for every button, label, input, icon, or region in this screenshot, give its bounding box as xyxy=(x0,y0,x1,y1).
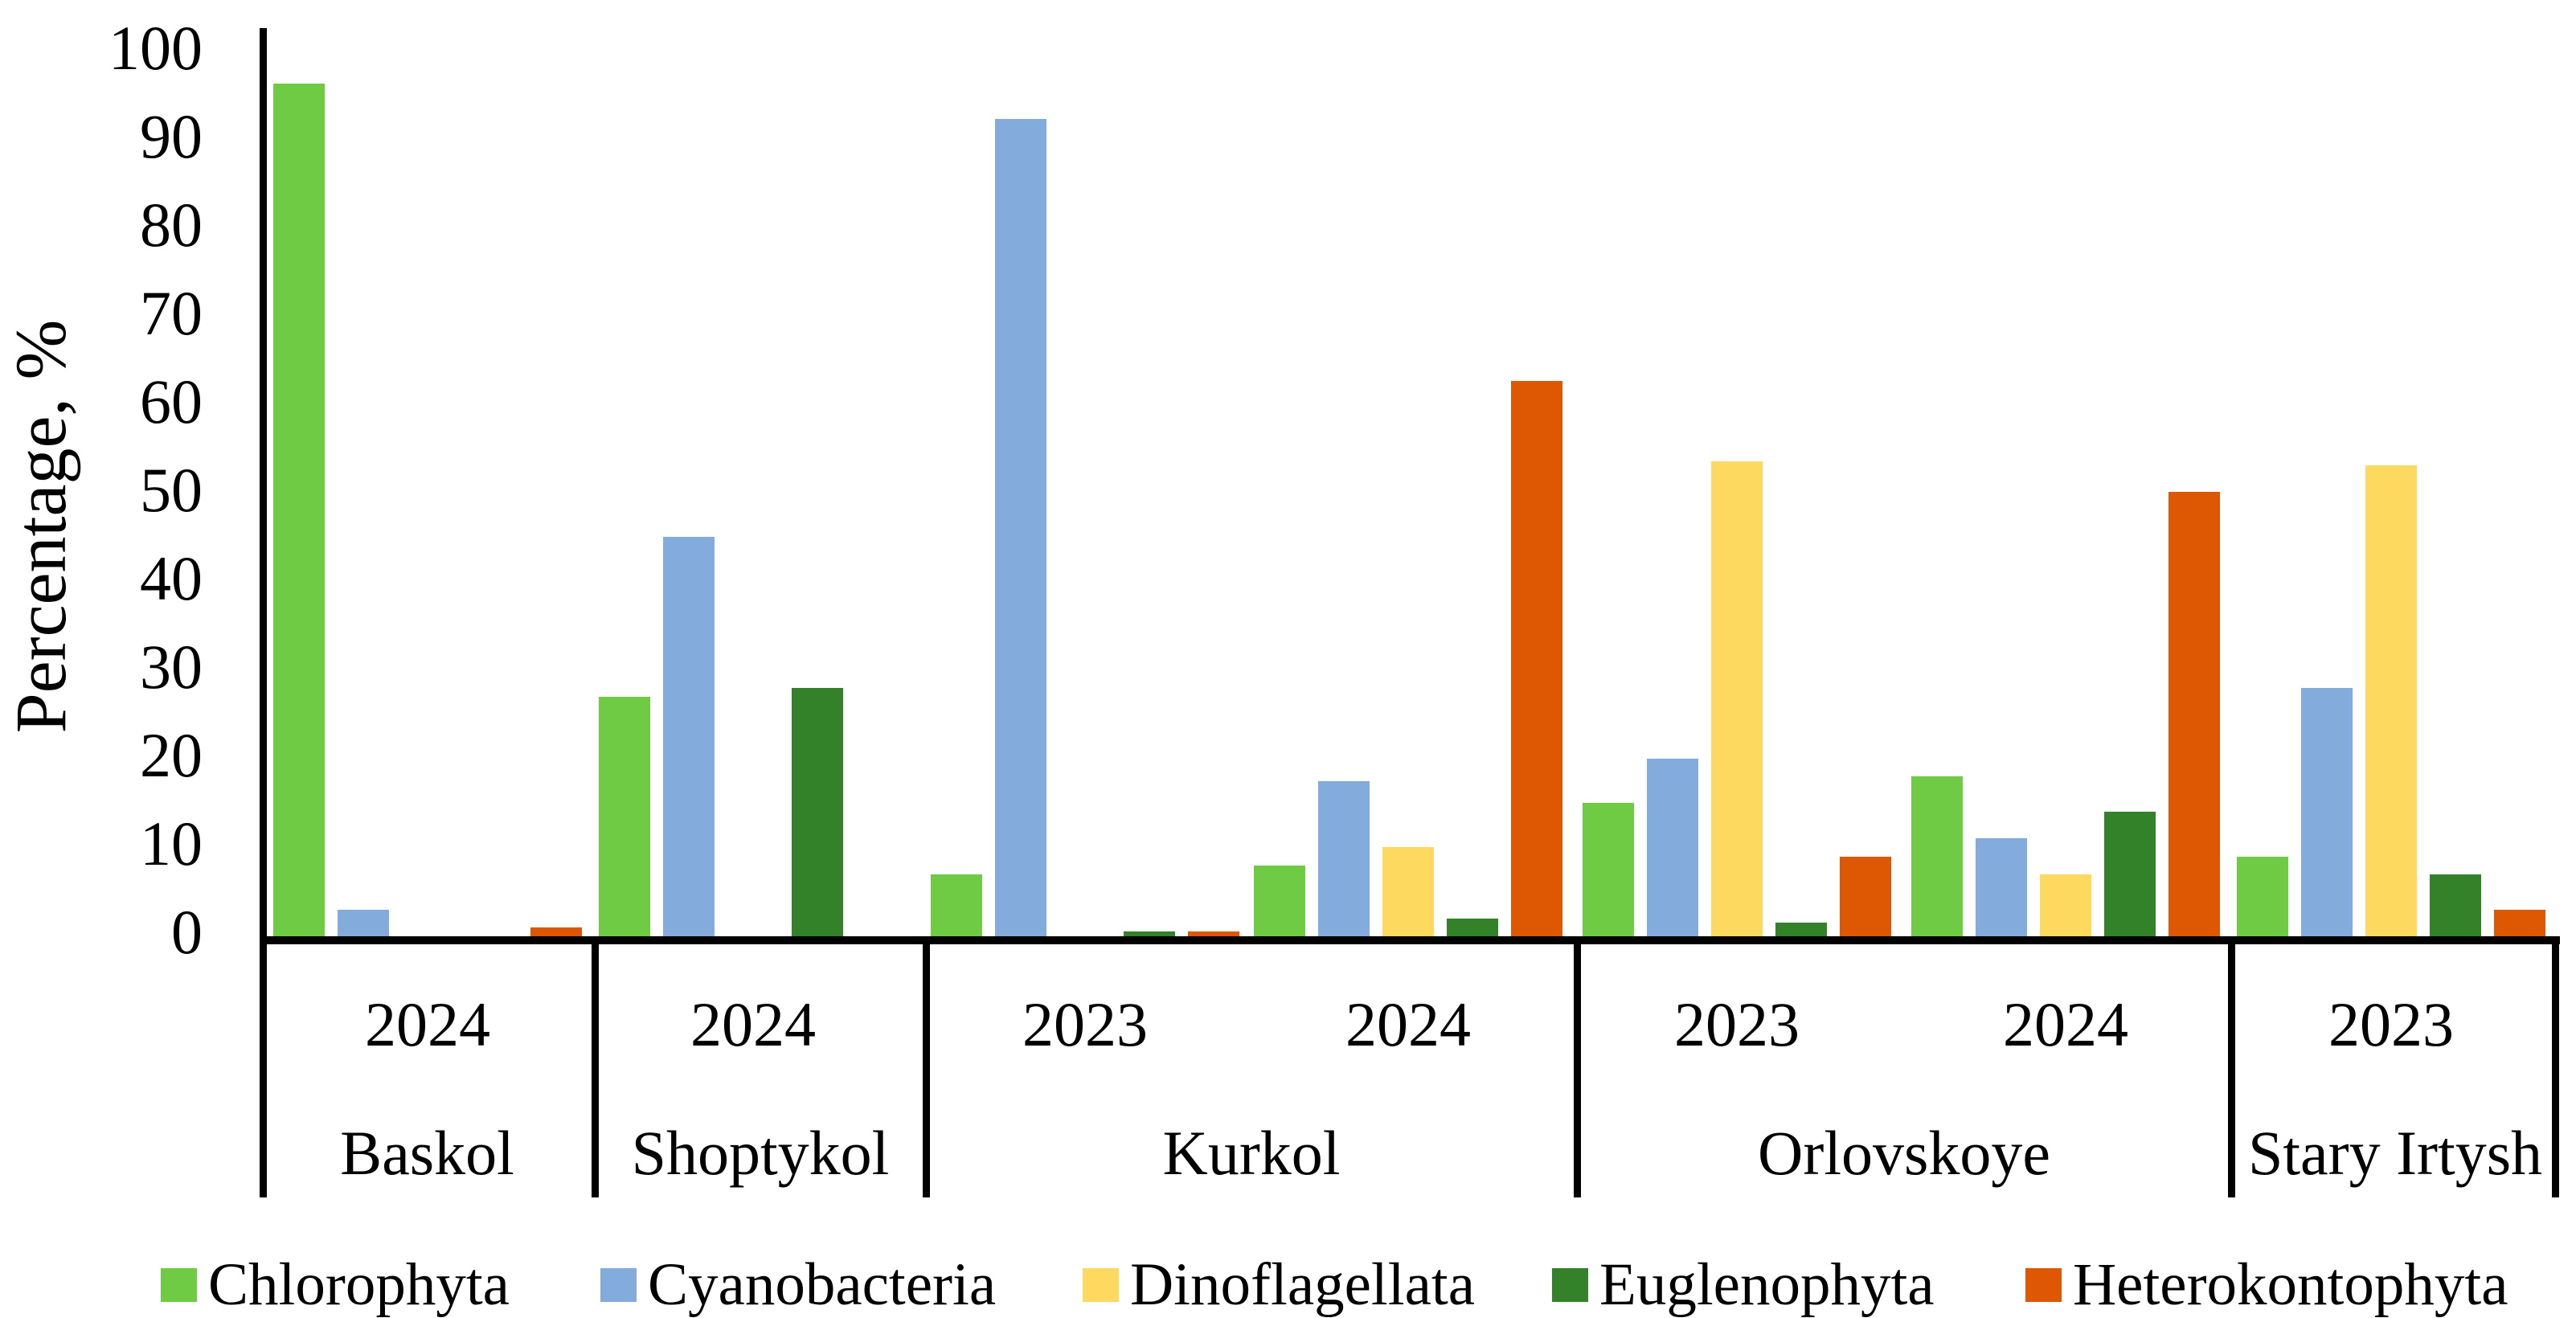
y-axis-title: Percentage, % xyxy=(2,319,81,734)
lake-label-orlovskoye: Orlovskoye xyxy=(1758,1118,2050,1188)
bar-heterokontophyta-orlovskoye-2023 xyxy=(1840,857,1891,936)
bar-cyanobacteria-shoptykol-2024 xyxy=(663,537,715,936)
legend-label-euglenophyta: Euglenophyta xyxy=(1599,1251,1935,1318)
legend-swatch-heterokontophyta xyxy=(2025,1267,2062,1302)
y-axis-line xyxy=(260,28,267,1197)
bar-chlorophyta-baskol-2024 xyxy=(273,84,325,936)
lake-divider-1 xyxy=(592,936,599,1197)
lake-divider-3 xyxy=(1574,936,1581,1197)
bar-chlorophyta-stary-irtysh-2023 xyxy=(2237,857,2288,936)
year-label-orlovskoye-2024: 2024 xyxy=(2003,989,2128,1059)
y-tick-label-50: 50 xyxy=(140,455,203,525)
bar-cyanobacteria-kurkol-2023 xyxy=(995,119,1046,936)
bar-heterokontophyta-baskol-2024 xyxy=(530,927,582,936)
y-tick-label-30: 30 xyxy=(140,632,203,702)
bar-cyanobacteria-orlovskoye-2023 xyxy=(1647,759,1698,936)
bar-euglenophyta-kurkol-2024 xyxy=(1447,919,1498,936)
bar-chlorophyta-kurkol-2023 xyxy=(931,874,982,936)
bar-dinoflagellata-orlovskoye-2023 xyxy=(1711,461,1763,936)
legend-item-dinoflagellata: Dinoflagellata xyxy=(1083,1255,1475,1315)
bar-chlorophyta-orlovskoye-2024 xyxy=(1911,776,1963,936)
bar-cyanobacteria-orlovskoye-2024 xyxy=(1976,838,2027,936)
y-tick-label-0: 0 xyxy=(171,897,203,967)
y-tick-label-60: 60 xyxy=(140,366,203,436)
year-label-shoptykol-2024: 2024 xyxy=(690,989,816,1059)
bar-euglenophyta-orlovskoye-2023 xyxy=(1775,923,1827,936)
lake-label-stary-irtysh: Stary Irtysh xyxy=(2247,1118,2543,1188)
bar-cyanobacteria-kurkol-2024 xyxy=(1318,781,1370,936)
legend-label-dinoflagellata: Dinoflagellata xyxy=(1130,1251,1475,1318)
bar-chlorophyta-shoptykol-2024 xyxy=(599,697,650,936)
y-tick-label-40: 40 xyxy=(140,543,203,613)
year-label-stary-irtysh-2023: 2023 xyxy=(2328,989,2454,1059)
lake-divider-2 xyxy=(923,936,930,1197)
bar-cyanobacteria-stary-irtysh-2023 xyxy=(2301,688,2353,936)
legend-swatch-dinoflagellata xyxy=(1083,1267,1119,1302)
year-label-kurkol-2023: 2023 xyxy=(1022,989,1148,1059)
legend-item-euglenophyta: Euglenophyta xyxy=(1552,1255,1935,1315)
y-tick-label-100: 100 xyxy=(109,13,203,83)
lake-label-shoptykol: Shoptykol xyxy=(631,1118,890,1188)
bar-euglenophyta-shoptykol-2024 xyxy=(792,688,843,936)
year-label-kurkol-2024: 2024 xyxy=(1345,989,1471,1059)
legend-item-chlorophyta: Chlorophyta xyxy=(161,1255,510,1315)
legend-swatch-euglenophyta xyxy=(1552,1267,1588,1302)
bar-heterokontophyta-orlovskoye-2024 xyxy=(2169,492,2220,936)
legend-swatch-cyanobacteria xyxy=(600,1267,637,1302)
legend-label-cyanobacteria: Cyanobacteria xyxy=(648,1251,997,1318)
legend-label-heterokontophyta: Heterokontophyta xyxy=(2073,1251,2508,1318)
bar-euglenophyta-kurkol-2023 xyxy=(1124,931,1175,936)
year-label-baskol-2024: 2024 xyxy=(365,989,490,1059)
bar-heterokontophyta-stary-irtysh-2023 xyxy=(2494,910,2545,936)
y-tick-label-10: 10 xyxy=(140,808,203,878)
bar-heterokontophyta-kurkol-2023 xyxy=(1188,931,1239,936)
year-label-orlovskoye-2023: 2023 xyxy=(1674,989,1800,1059)
bar-dinoflagellata-kurkol-2024 xyxy=(1382,847,1434,936)
bar-cyanobacteria-baskol-2024 xyxy=(338,910,389,936)
bar-euglenophyta-orlovskoye-2024 xyxy=(2104,812,2156,936)
bar-dinoflagellata-orlovskoye-2024 xyxy=(2040,874,2091,936)
bar-euglenophyta-stary-irtysh-2023 xyxy=(2430,874,2481,936)
lake-divider-4 xyxy=(2228,936,2235,1197)
bar-heterokontophyta-kurkol-2024 xyxy=(1511,381,1562,936)
x-axis-line xyxy=(260,936,2560,944)
y-tick-label-80: 80 xyxy=(140,190,203,260)
y-tick-label-90: 90 xyxy=(140,101,203,171)
legend-item-cyanobacteria: Cyanobacteria xyxy=(600,1255,996,1315)
lake-label-kurkol: Kurkol xyxy=(1162,1118,1341,1188)
y-tick-label-20: 20 xyxy=(140,720,203,790)
bar-chlorophyta-kurkol-2024 xyxy=(1254,866,1305,936)
bar-dinoflagellata-stary-irtysh-2023 xyxy=(2365,465,2417,936)
bar-chlorophyta-orlovskoye-2023 xyxy=(1583,803,1634,936)
lake-label-baskol: Baskol xyxy=(340,1118,514,1188)
legend-swatch-chlorophyta xyxy=(161,1267,197,1302)
table-right-border xyxy=(2552,936,2559,1197)
legend-item-heterokontophyta: Heterokontophyta xyxy=(2025,1255,2508,1315)
legend-label-chlorophyta: Chlorophyta xyxy=(208,1251,510,1318)
y-tick-label-70: 70 xyxy=(140,278,203,348)
